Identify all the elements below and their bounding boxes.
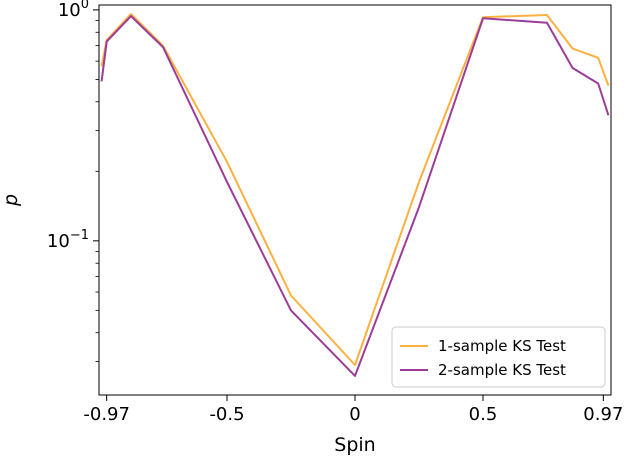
x-tick-label-4: 0.5 — [469, 404, 498, 425]
x-axis-label: Spin — [334, 434, 375, 456]
plot-lines — [100, 13, 610, 377]
x-axis: -0.97 -0.5 0 0.5 0.97 — [83, 395, 623, 425]
y-tick-label-1: 100 — [58, 0, 89, 21]
x-tick-label-5: 0.97 — [583, 404, 623, 425]
x-tick-label-3: 0 — [349, 404, 360, 425]
y-tick-label-2: 10−1 — [47, 228, 89, 252]
y-axis: 100 10−1 — [47, 0, 99, 362]
legend-box — [391, 326, 606, 388]
series-line-1 — [100, 13, 610, 366]
x-tick-label-2: -0.5 — [209, 404, 244, 425]
y-axis-label: p — [0, 194, 22, 207]
legend-label-2: 2-sample KS Test — [438, 361, 566, 379]
legend: 1-sample KS Test 2-sample KS Test — [391, 326, 606, 388]
x-tick-label-1: -0.97 — [83, 404, 130, 425]
legend-label-1: 1-sample KS Test — [438, 337, 566, 355]
series-line-2 — [100, 15, 610, 377]
